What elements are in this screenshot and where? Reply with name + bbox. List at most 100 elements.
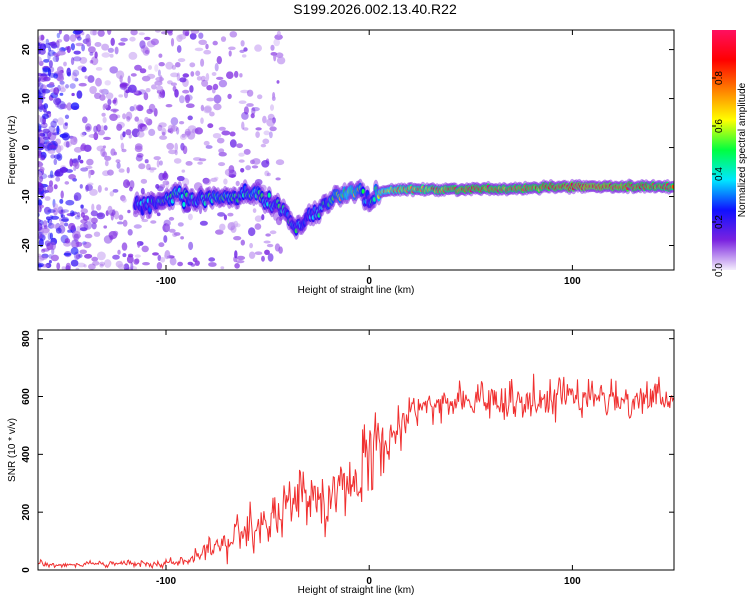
noise-cell	[91, 256, 99, 262]
noise-cell	[254, 251, 263, 255]
noise-cell	[158, 184, 166, 189]
x-tick-label: -100	[156, 576, 176, 587]
noise-cell	[251, 107, 260, 112]
noise-cell	[185, 103, 195, 108]
noise-cell	[170, 82, 177, 86]
noise-cell	[123, 263, 130, 270]
noise-cell	[266, 243, 274, 248]
noise-cell	[177, 58, 186, 63]
noise-cell	[163, 170, 167, 179]
noise-cell	[159, 160, 163, 166]
noise-cell	[201, 79, 209, 87]
colorbar-label: Normalized spectral amplitude	[737, 82, 748, 217]
noise-cell	[102, 151, 108, 158]
noise-cell	[128, 134, 132, 139]
noise-cell	[38, 50, 41, 55]
noise-cell	[260, 143, 267, 148]
noise-cell	[200, 75, 206, 82]
noise-cell	[59, 103, 68, 110]
noise-cell	[64, 122, 68, 126]
noise-cell	[116, 221, 124, 225]
noise-cell	[212, 40, 218, 46]
noise-cell	[154, 64, 159, 72]
noise-cell	[38, 218, 42, 223]
noise-cell	[48, 144, 57, 149]
noise-cell	[50, 224, 59, 229]
noise-cell	[38, 264, 43, 268]
noise-cell	[125, 111, 133, 121]
noise-cell	[63, 34, 70, 42]
noise-cell	[105, 92, 114, 100]
noise-cell	[261, 214, 265, 221]
noise-cell	[104, 80, 111, 86]
noise-cell	[50, 254, 60, 262]
noise-cell	[226, 71, 234, 79]
ridge-core-cell	[671, 184, 674, 189]
noise-cell	[179, 121, 185, 125]
noise-cell	[42, 113, 49, 120]
noise-cell	[78, 253, 83, 258]
noise-cell	[48, 260, 52, 264]
noise-cell	[70, 136, 78, 146]
noise-cell	[145, 88, 151, 93]
noise-cell	[126, 167, 130, 174]
noise-cell	[47, 209, 56, 213]
noise-cell	[88, 46, 96, 54]
noise-cell	[236, 255, 246, 261]
noise-cell	[153, 156, 161, 161]
noise-cell	[60, 85, 65, 89]
noise-cell	[223, 214, 227, 221]
noise-cell	[177, 261, 184, 267]
noise-cell	[134, 116, 139, 122]
noise-cell	[94, 42, 102, 47]
noise-cell	[261, 160, 270, 168]
y-tick-label: 10	[21, 93, 32, 105]
noise-cell	[137, 241, 141, 248]
snr-series-line	[37, 373, 674, 570]
noise-cell	[60, 190, 64, 199]
ridge-core-cell	[361, 188, 365, 194]
noise-cell	[273, 52, 277, 62]
noise-cell	[95, 67, 103, 71]
noise-cell	[213, 94, 222, 104]
noise-cell	[220, 266, 225, 270]
noise-cell	[119, 83, 127, 88]
noise-cell	[127, 84, 137, 94]
x-tick-label: 0	[366, 276, 372, 287]
noise-cell	[276, 56, 286, 65]
noise-cell	[60, 214, 66, 219]
noise-cell	[70, 247, 79, 255]
noise-cell	[75, 42, 84, 47]
noise-cell	[110, 37, 115, 47]
y-tick-label: 0	[21, 144, 32, 150]
noise-cell	[233, 236, 242, 241]
noise-cell	[122, 131, 126, 138]
noise-cell	[176, 175, 185, 182]
noise-cell	[264, 249, 270, 255]
noise-cell	[156, 262, 163, 270]
noise-cell	[80, 167, 89, 172]
noise-cell	[176, 127, 180, 135]
noise-cell	[101, 52, 111, 58]
noise-cell	[137, 89, 147, 95]
noise-cell	[68, 222, 76, 231]
noise-cell	[216, 56, 222, 65]
noise-cell	[251, 165, 259, 169]
noise-cell	[42, 88, 46, 97]
noise-cell	[182, 145, 188, 155]
noise-cell	[89, 30, 98, 36]
noise-cell	[82, 116, 88, 124]
noise-cell	[195, 70, 201, 77]
noise-cell	[61, 132, 70, 141]
noise-cell	[123, 179, 130, 189]
noise-cell	[39, 132, 46, 137]
noise-cell	[246, 103, 254, 107]
noise-cell	[160, 93, 164, 99]
noise-cell	[194, 260, 200, 266]
noise-cell	[85, 184, 93, 191]
noise-cell	[41, 227, 50, 234]
noise-cell	[134, 258, 140, 264]
noise-cell	[70, 57, 75, 66]
noise-cell	[41, 40, 46, 44]
